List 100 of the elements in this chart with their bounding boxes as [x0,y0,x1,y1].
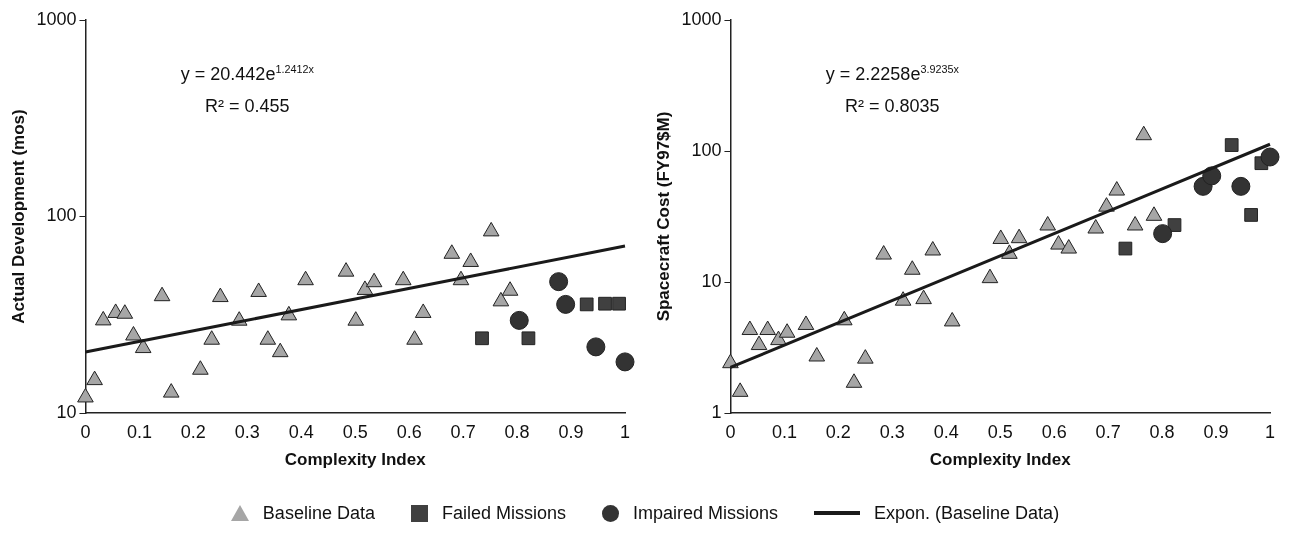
point [1260,147,1280,167]
point [501,281,519,296]
point [94,310,112,326]
y-tick-label: 100 [691,139,722,160]
point [598,296,612,311]
x-tick-label: 0.8 [504,421,530,442]
point [903,260,921,275]
x-tick-label: 0.2 [825,421,851,442]
x-tick-label: 1 [619,421,631,442]
point [612,296,626,311]
point [365,272,383,288]
point [759,320,776,336]
point [1010,228,1028,244]
point [797,315,815,330]
point [406,330,423,345]
point [556,294,576,314]
point [741,320,759,336]
point [492,291,510,307]
point [212,287,229,303]
point [808,346,826,362]
x-tick-label: 0.6 [396,421,422,442]
point [347,311,365,326]
annotation: R² = 0.8035 [845,96,940,116]
point [337,262,355,277]
x-tick-label: 0.9 [558,421,584,442]
point [356,280,374,295]
point [77,387,94,403]
x-tick-label: 0.1 [126,421,152,442]
y-tick-label: 1000 [36,8,77,29]
point [259,330,277,345]
point [509,310,529,330]
point [875,245,892,260]
point [192,360,209,375]
point [731,382,749,397]
point [203,330,220,345]
y-tick-label: 1000 [681,8,722,29]
x-tick-label: 1 [1264,421,1276,442]
point [250,282,267,297]
point [1153,224,1173,244]
x-tick-label: 0.6 [1041,421,1067,442]
x-tick-label: 0.8 [1149,421,1175,442]
y-axis-title: Spacecraft Cost (FY97$M) [653,111,673,322]
point [857,349,874,364]
x-tick-label: 0 [725,421,736,442]
point [1244,208,1258,222]
y-tick-label: 100 [46,205,77,226]
point [943,311,961,327]
x-tick-label: 0.5 [987,421,1013,442]
point [125,325,142,341]
point [1087,219,1105,234]
point [86,370,103,386]
point [1135,125,1153,141]
legend-label: Baseline Data [262,502,375,524]
x-axis-title: Complexity Index [929,450,1072,470]
x-tick-label: 0.7 [1095,421,1121,442]
point [394,270,412,286]
annotation: R² = 0.455 [205,96,290,116]
y-tick-label: 1 [711,401,722,422]
x-tick-label: 0.9 [1203,421,1229,442]
point [162,383,180,398]
point [981,268,999,284]
point [1108,181,1126,196]
point [992,229,1010,244]
point [443,244,461,259]
point [482,221,500,237]
x-tick-label: 0.5 [342,421,368,442]
y-tick-label: 10 [56,401,77,422]
point [915,289,932,305]
point [1050,235,1067,250]
point [1224,138,1239,152]
point [1167,218,1182,232]
point [414,303,432,318]
x-tick-label: 0.4 [933,421,959,442]
x-tick-label: 0.3 [234,421,260,442]
point [1145,206,1163,221]
point [1060,239,1078,254]
y-tick-label: 10 [701,270,722,291]
point [845,373,863,388]
point [116,304,134,319]
legend-label: Failed Missions [441,502,566,524]
point [271,342,289,358]
y-axis-title: Actual Development (mos) [8,109,28,324]
legend-label: Expon. (Baseline Data) [874,502,1060,524]
x-tick-label: 0.7 [450,421,476,442]
point [1039,215,1056,231]
x-tick-label: 0.2 [180,421,206,442]
point [750,335,768,351]
point [1126,215,1144,231]
legend-label: Impaired Missions [632,502,779,524]
point [1231,176,1251,196]
x-tick-label: 0.3 [879,421,905,442]
point [462,252,479,267]
point [297,270,314,286]
x-tick-label: 0.4 [288,421,314,442]
point [134,338,152,354]
point [153,286,171,302]
x-tick-label: 0 [80,421,91,442]
point [924,240,942,256]
x-axis-title: Complexity Index [284,450,427,470]
point [778,323,796,338]
